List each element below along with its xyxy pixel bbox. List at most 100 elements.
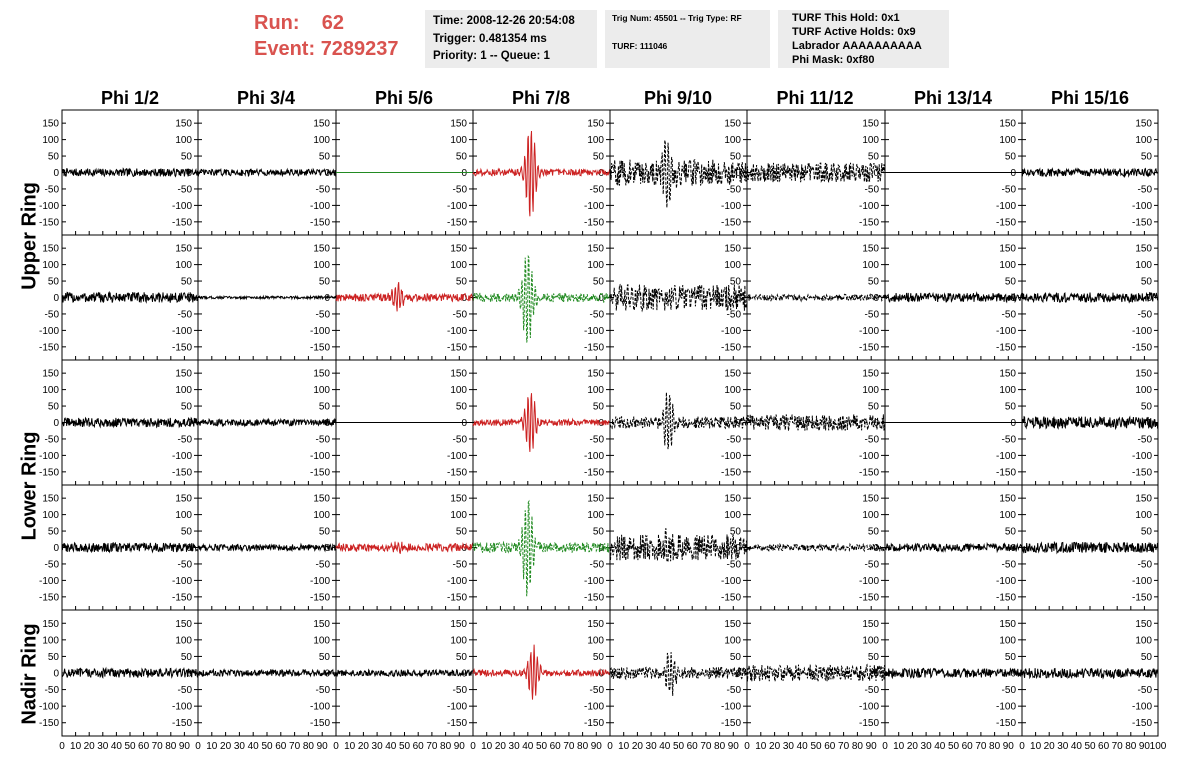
panel-r4-c7-ylabel-right: -150 [1132, 718, 1152, 729]
panel-r4-c6-xlabel: 70 [975, 741, 987, 752]
panel-r3-c2-ylabel-right: -100 [447, 576, 467, 587]
panel-r3-c6-ylabel-right: -100 [996, 576, 1016, 587]
panel-r3-c4-ylabel-right: 0 [735, 543, 741, 554]
panel-r4-c6-ylabel-right: -100 [996, 702, 1016, 713]
panel-r2-c0-ylabel-right: 50 [181, 402, 193, 413]
panel-r4-c1-ylabel-right: -50 [316, 685, 331, 696]
panel-r0-c0-ylabel-left: -100 [39, 201, 59, 212]
panel-r4-c6-xlabel: 40 [934, 741, 946, 752]
panel-r3-c4-waveform [609, 528, 748, 563]
panel-r0-c2-ylabel-right: -50 [453, 184, 468, 195]
panel-r0-c3-ylabel-right: 100 [587, 135, 604, 146]
panel-r4-c4-waveform [609, 652, 748, 696]
panel-r1-c7-ylabel-right: -150 [1132, 342, 1152, 353]
panel-r0-c5-ylabel-right: -150 [859, 217, 879, 228]
panel-r1-c5-ylabel-right: -100 [859, 326, 879, 337]
panel-r2-c5-ylabel-right: -100 [859, 451, 879, 462]
panel-r3-c6-ylabel-right: -50 [1002, 559, 1017, 570]
panel-r1-c3-ylabel-right: -100 [584, 326, 604, 337]
panel-r3-c5-ylabel-right: -150 [859, 592, 879, 603]
panel-r4-c1-ylabel-right: 0 [324, 669, 330, 680]
panel-r2-c6-ylabel-right: 100 [999, 385, 1016, 396]
panel-r3-c3-ylabel-right: 100 [587, 510, 604, 521]
panel-r4-c0-xlabel: 60 [138, 741, 150, 752]
panel-r1-c2-ylabel-right: -100 [447, 326, 467, 337]
panel-r1-c1-ylabel-right: -50 [316, 309, 331, 320]
panel-r2-c4-ylabel-right: 150 [724, 369, 741, 380]
panel-r4-c5-xlabel: 0 [744, 741, 750, 752]
panel-r1-c1-ylabel-right: 150 [313, 244, 330, 255]
panel-r0-c7-ylabel-right: -100 [1132, 201, 1152, 212]
panel-r4-c1-xlabel: 50 [261, 741, 273, 752]
panel-r4-c2-xlabel: 50 [399, 741, 411, 752]
panel-r4-c2-xlabel: 0 [333, 741, 339, 752]
turf-text: TURF: 111046 [612, 41, 668, 51]
panel-r0-c1-waveform [197, 167, 337, 178]
panel-r1-c2-ylabel-right: 0 [461, 293, 467, 304]
col-title-phi-1-2: Phi 1/2 [100, 88, 160, 108]
panel-r4-c4-xlabel: 60 [687, 741, 699, 752]
panel-r1-c5-ylabel-right: 150 [862, 244, 879, 255]
panel-r2-c7-ylabel-right: 150 [1135, 369, 1152, 380]
panel-r1-c2-ylabel-right: -50 [453, 309, 468, 320]
panel-r0-c3-ylabel-right: 150 [587, 119, 604, 130]
panel-r3-c6-ylabel-right: -150 [996, 592, 1016, 603]
panel-r4-c3-xlabel: 50 [536, 741, 548, 752]
panel-r4-c1-xlabel: 0 [195, 741, 201, 752]
panel-r2-c5-ylabel-right: -50 [865, 434, 880, 445]
panel-r0-c7-ylabel-right: 150 [1135, 119, 1152, 130]
panel-r3-c0-ylabel-right: 150 [175, 494, 192, 505]
panel-r4-c2-xlabel: 10 [344, 741, 356, 752]
panel-r2-c3-ylabel-right: -150 [584, 467, 604, 478]
panel-r3-c7-ylabel-right: -100 [1132, 576, 1152, 587]
panel-r0-c4-ylabel-right: 100 [724, 135, 741, 146]
panel-r0-c0-ylabel-right: 50 [181, 152, 193, 163]
panel-r4-c7-waveform [1021, 667, 1159, 680]
panel-r0-c5-ylabel-right: 100 [862, 135, 879, 146]
panel-r4-c3-ylabel-right: -100 [584, 702, 604, 713]
panel-r1-c3-ylabel-right: 0 [598, 293, 604, 304]
panel-r3-c0-ylabel-right: -100 [172, 576, 192, 587]
panel-r2-c1-ylabel-right: -50 [316, 434, 331, 445]
panel-r4-c4-xlabel: 50 [673, 741, 685, 752]
panel-r4-c5-xlabel: 30 [783, 741, 795, 752]
panel-r2-c0-ylabel-left: 150 [42, 369, 59, 380]
panel-r4-c0-ylabel-left: 0 [53, 669, 59, 680]
panel-r2-c5-ylabel-right: 100 [862, 385, 879, 396]
panel-r2-c4-waveform [609, 392, 748, 450]
panel-r4-c2-ylabel-right: 50 [456, 652, 468, 663]
panel-r0-c1-ylabel-right: 150 [313, 119, 330, 130]
panel-r2-c5-ylabel-right: 150 [862, 369, 879, 380]
panel-r2-c1-waveform [197, 417, 337, 428]
panel-r0-c0-ylabel-left: -50 [45, 184, 60, 195]
panel-r4-c4-xlabel: 30 [646, 741, 658, 752]
panel-r2-c1-ylabel-right: -150 [310, 467, 330, 478]
panel-r3-c4-ylabel-right: -50 [727, 559, 742, 570]
run-number: Run: 62 [254, 12, 344, 35]
panel-r2-c0-ylabel-right: 150 [175, 369, 192, 380]
panel-r0-c3-waveform [472, 130, 611, 217]
panel-r4-c2-waveform [335, 668, 474, 678]
col-title-phi-3-4: Phi 3/4 [236, 88, 296, 108]
panel-r4-c0-ylabel-right: 0 [186, 669, 192, 680]
panel-r0-c3-ylabel-right: -50 [590, 184, 605, 195]
panel-r1-c0-ylabel-right: -100 [172, 326, 192, 337]
panel-r3-c1-ylabel-right: -100 [310, 576, 330, 587]
panel-r4-c0-ylabel-right: -100 [172, 702, 192, 713]
panel-r1-c5-ylabel-right: 100 [862, 260, 879, 271]
panel-r0-c2-ylabel-right: 0 [461, 168, 467, 179]
panel-r1-c1-waveform [197, 294, 337, 301]
panel-r1-c6-ylabel-right: 50 [1005, 277, 1017, 288]
panel-r4-c2-xlabel: 90 [454, 741, 466, 752]
run-label: Run: [254, 12, 300, 34]
panel-r0-c5-ylabel-right: 0 [873, 168, 879, 179]
panel-r3-c2-waveform [335, 541, 474, 555]
panel-r0-c1-ylabel-right: -50 [316, 184, 331, 195]
panel-r2-c3-waveform [472, 393, 611, 452]
panel-r3-c1-ylabel-right: 100 [313, 510, 330, 521]
panel-r1-c1-ylabel-right: 50 [319, 277, 331, 288]
panel-r4-c7-xlabel: 100 [1150, 741, 1167, 752]
panel-r3-c0-ylabel-right: 100 [175, 510, 192, 521]
trig-num-text: Trig Num: 45501 -- Trig Type: RF [612, 13, 742, 23]
